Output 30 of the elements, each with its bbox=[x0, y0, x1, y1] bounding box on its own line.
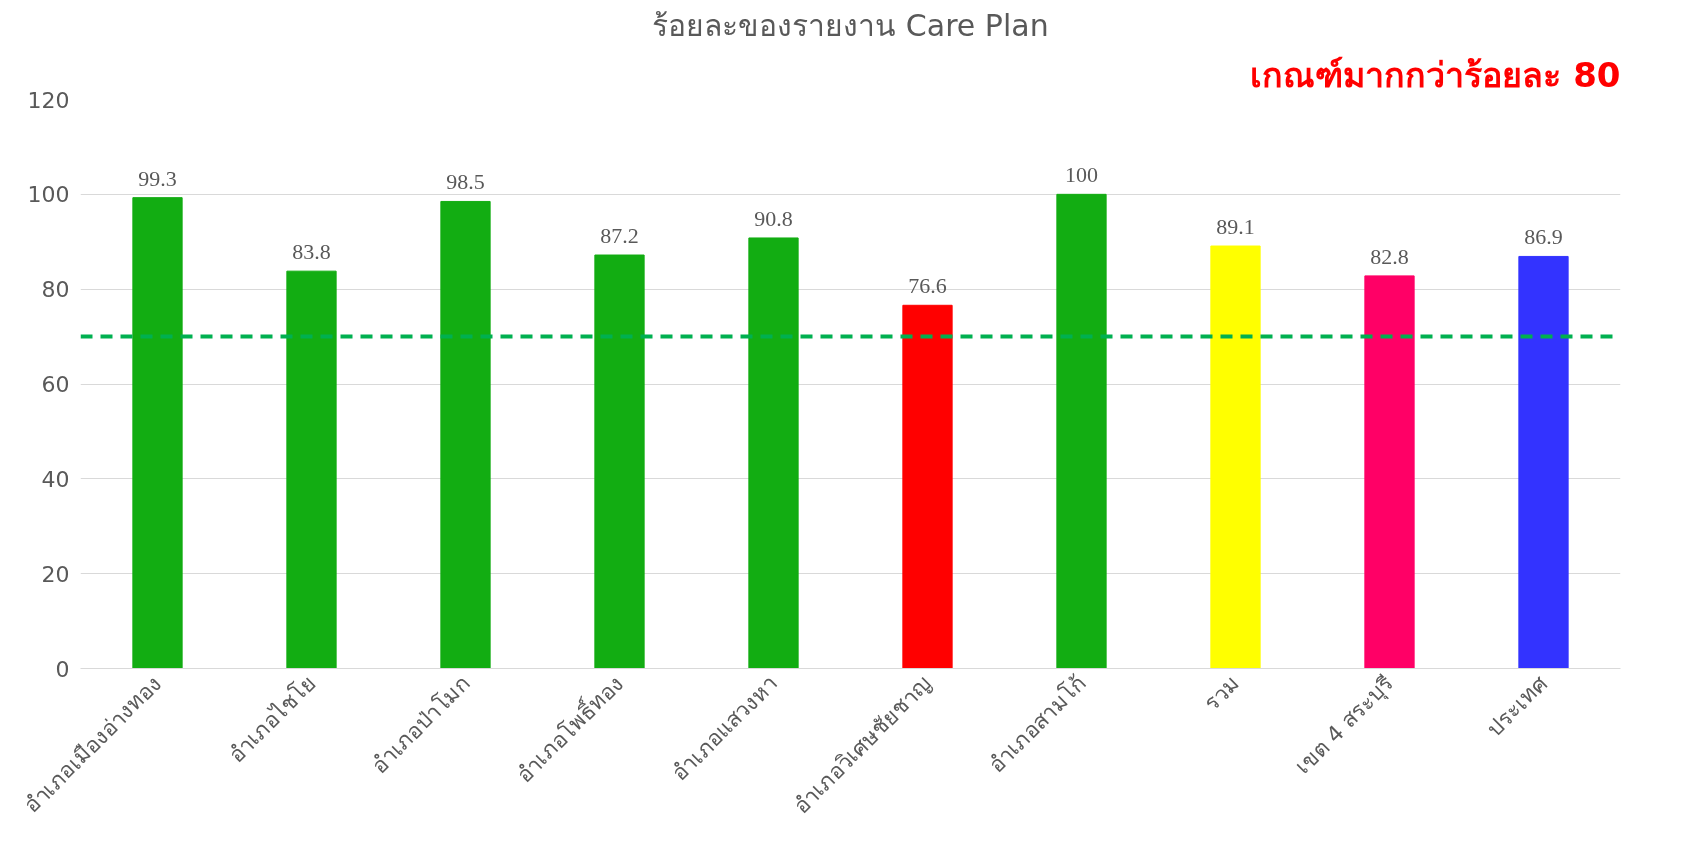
y-tick-label: 120 bbox=[27, 87, 70, 113]
x-tick-label: รวม bbox=[1199, 670, 1245, 716]
bar bbox=[1210, 245, 1261, 669]
bar bbox=[1364, 275, 1415, 669]
data-label: 99.3 bbox=[138, 165, 177, 191]
data-label: 76.6 bbox=[908, 273, 947, 299]
data-label: 89.1 bbox=[1216, 214, 1255, 240]
y-tick-label: 40 bbox=[41, 466, 70, 492]
data-label: 100 bbox=[1065, 162, 1098, 188]
y-tick-label: 80 bbox=[41, 277, 70, 303]
data-label: 98.5 bbox=[446, 169, 485, 195]
bar bbox=[1518, 255, 1569, 669]
bar bbox=[902, 304, 953, 669]
bar bbox=[748, 237, 799, 669]
data-label: 87.2 bbox=[600, 223, 639, 249]
chart-title: ร้อยละของรายงาน Care Plan bbox=[652, 7, 1049, 43]
y-tick-label: 20 bbox=[41, 561, 70, 587]
text: เกณฑ์มากกว่าร้อยละ 80 bbox=[1250, 54, 1621, 95]
y-tick-label: 0 bbox=[55, 656, 70, 682]
y-tick-label: 60 bbox=[41, 372, 70, 397]
y-tick-label: 100 bbox=[27, 182, 70, 208]
data-label: 82.8 bbox=[1370, 243, 1409, 269]
data-label: 86.9 bbox=[1524, 224, 1563, 250]
bar bbox=[440, 200, 491, 669]
bar bbox=[1056, 193, 1107, 669]
bar bbox=[594, 254, 645, 669]
bar bbox=[286, 270, 337, 669]
bar bbox=[132, 197, 183, 669]
data-label: 83.8 bbox=[292, 239, 331, 265]
data-label: 90.8 bbox=[754, 205, 793, 231]
